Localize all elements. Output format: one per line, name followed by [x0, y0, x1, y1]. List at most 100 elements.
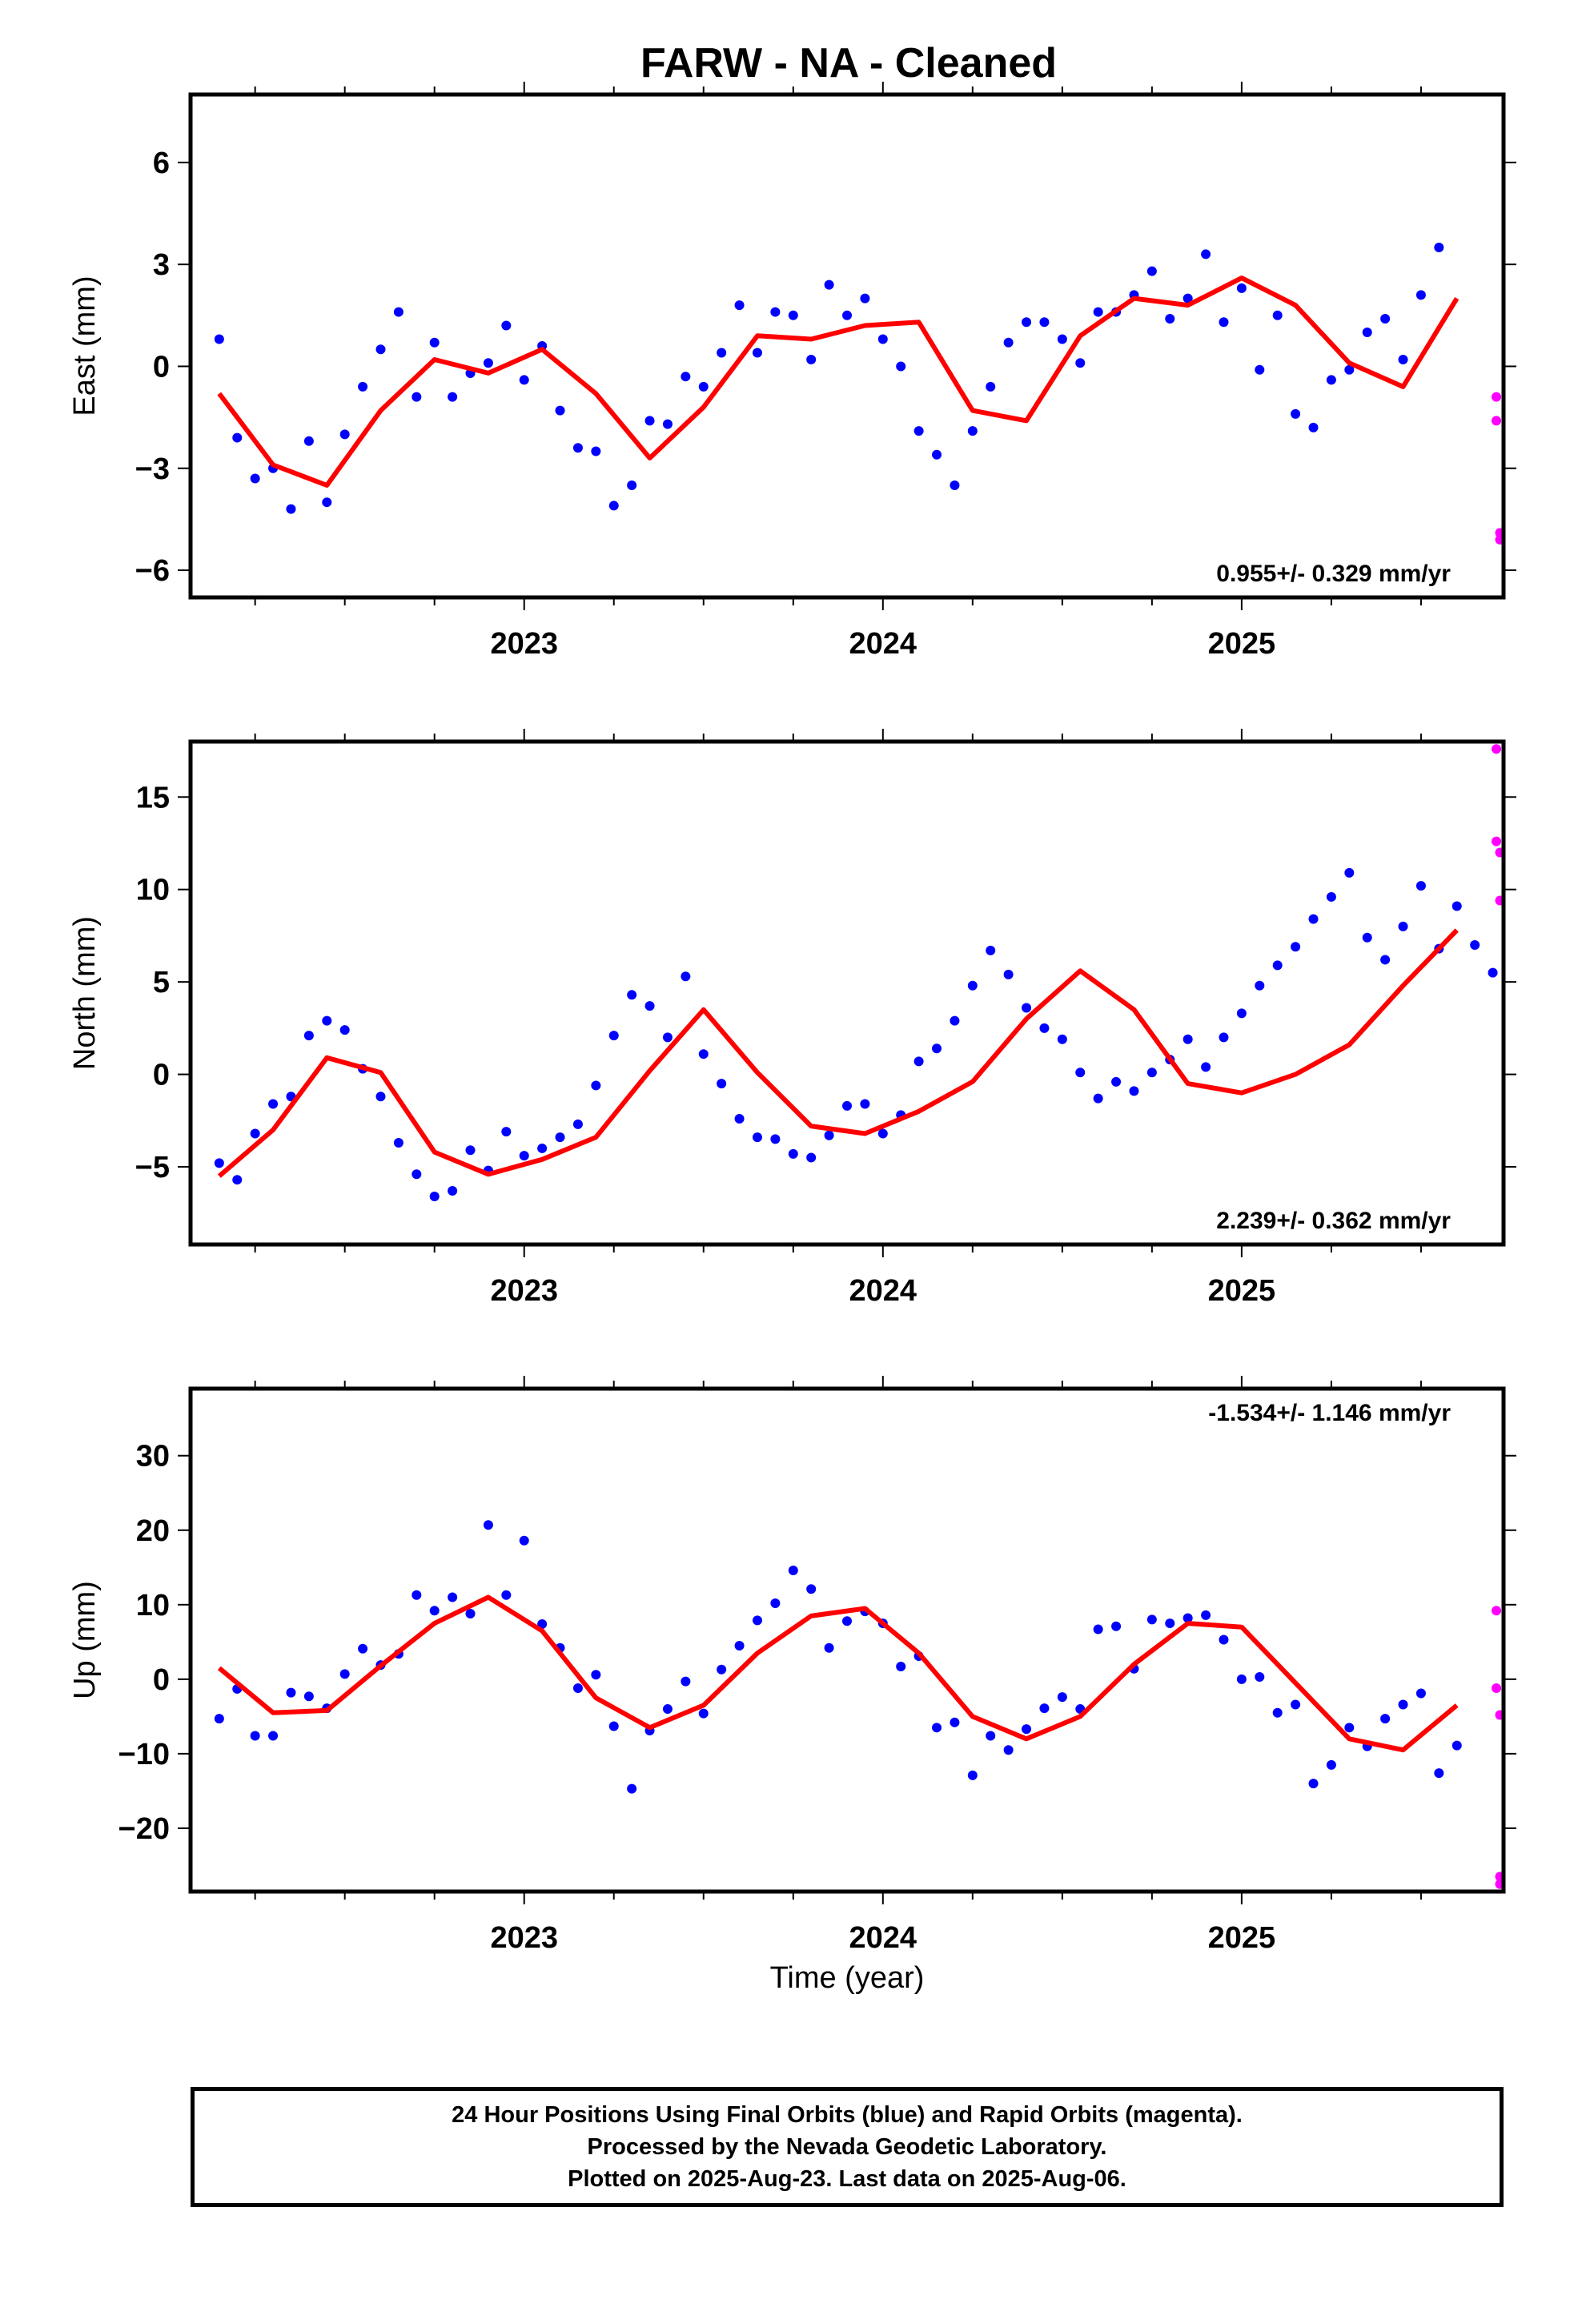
final-orbit-point: [662, 419, 673, 429]
final-orbit-point: [717, 348, 727, 358]
final-orbit-point: [214, 1714, 224, 1724]
final-orbit-point: [662, 1032, 673, 1043]
final-orbit-point: [591, 446, 601, 456]
final-orbit-point: [842, 1100, 852, 1111]
final-orbit-point: [1362, 328, 1372, 338]
final-orbit-point: [824, 1642, 834, 1653]
final-orbit-point: [519, 1151, 529, 1161]
final-orbit-point: [519, 1535, 529, 1546]
final-orbit-point: [393, 1138, 404, 1148]
y-tick-label: −6: [135, 554, 170, 588]
final-orbit-point: [250, 1731, 260, 1741]
final-orbit-point: [1488, 967, 1498, 978]
final-orbit-point: [1380, 955, 1391, 965]
final-orbit-point: [717, 1664, 727, 1675]
x-tick-label: 2024: [849, 627, 917, 661]
final-orbit-point: [232, 1175, 243, 1185]
final-orbit-point: [1057, 334, 1067, 344]
final-orbit-point: [1201, 1610, 1211, 1620]
final-orbit-point: [788, 1148, 798, 1159]
final-orbit-point: [1219, 1032, 1229, 1043]
chart-title: FARW - NA - Cleaned: [640, 40, 1057, 86]
final-orbit-point: [1344, 867, 1355, 878]
final-orbit-point: [250, 1128, 260, 1139]
final-orbit-point: [1344, 364, 1355, 375]
final-orbit-point: [375, 1092, 386, 1102]
final-orbit-point: [448, 1592, 458, 1602]
final-orbit-point: [1291, 942, 1301, 952]
final-orbit-point: [967, 426, 978, 436]
y-tick-label: −5: [135, 1151, 170, 1184]
final-orbit-point: [1201, 249, 1211, 259]
final-orbit-point: [1415, 881, 1426, 891]
final-orbit-point: [429, 337, 440, 348]
final-orbit-point: [913, 1056, 924, 1067]
rapid-orbit-point: [1492, 392, 1502, 402]
final-orbit-point: [842, 1616, 852, 1626]
x-tick-label: 2023: [490, 1274, 558, 1308]
final-orbit-point: [986, 1731, 996, 1741]
x-tick-label: 2024: [849, 1921, 917, 1955]
final-orbit-point: [1039, 1703, 1050, 1714]
final-orbit-point: [1146, 1614, 1157, 1625]
final-orbit-point: [1003, 969, 1014, 979]
final-orbit-point: [877, 334, 888, 344]
final-orbit-point: [896, 1662, 906, 1672]
final-orbit-point: [429, 1191, 440, 1201]
final-orbit-point: [1326, 891, 1336, 902]
final-orbit-point: [1255, 1672, 1265, 1683]
final-orbit-point: [950, 1717, 960, 1727]
final-orbit-point: [1022, 1724, 1032, 1735]
final-orbit-point: [501, 1590, 512, 1600]
y-tick-label: −3: [135, 452, 170, 486]
final-orbit-point: [1236, 1008, 1247, 1019]
final-orbit-point: [986, 945, 996, 955]
final-orbit-point: [860, 1099, 870, 1109]
final-orbit-point: [1165, 1618, 1175, 1629]
final-orbit-point: [591, 1080, 601, 1091]
final-orbit-point: [1308, 422, 1319, 432]
panel-east: 2023 2024 2025 −6 −3 0 3 6 East (mm) 0.955+/- 0.3…: [68, 82, 1516, 661]
final-orbit-point: [339, 429, 350, 440]
final-orbit-point: [1308, 914, 1319, 924]
velocity-annotation: 0.955+/- 0.329 mm/yr: [1216, 561, 1451, 587]
final-orbit-point: [339, 1669, 350, 1679]
final-orbit-point: [1057, 1692, 1067, 1703]
panel-up: 2023 2024 2025 −20 −10 0 10 20 30 Up (mm) -1.534+/…: [68, 1376, 1516, 1955]
final-orbit-point: [644, 1001, 655, 1011]
final-orbit-point: [591, 1670, 601, 1680]
y-tick-label: −20: [118, 1812, 170, 1846]
final-orbit-point: [429, 1606, 440, 1616]
final-orbit-point: [214, 334, 224, 344]
x-tick-label: 2023: [490, 627, 558, 661]
final-orbit-point: [1219, 1634, 1229, 1645]
final-orbit-point: [1146, 1068, 1157, 1078]
final-orbit-point: [1111, 1076, 1122, 1087]
final-orbit-point: [877, 1128, 888, 1139]
final-orbit-point: [734, 300, 745, 311]
final-orbit-point: [1434, 1768, 1444, 1779]
final-orbit-point: [1039, 317, 1050, 328]
final-orbit-point: [1201, 1062, 1211, 1072]
final-orbit-point: [1326, 375, 1336, 385]
final-orbit-point: [358, 381, 368, 392]
final-orbit-point: [375, 344, 386, 355]
model-curve: [217, 275, 1460, 488]
final-orbit-point: [572, 1119, 583, 1129]
final-orbit-point: [681, 971, 691, 982]
x-axis-label: Time (year): [770, 1961, 925, 1995]
plot-frame: [188, 92, 1506, 600]
final-orbit-point: [734, 1114, 745, 1124]
y-tick-label: 20: [136, 1514, 170, 1548]
final-orbit-point: [662, 1704, 673, 1715]
final-orbit-point: [1272, 960, 1283, 971]
final-orbit-point: [1255, 364, 1265, 375]
final-orbit-point: [286, 504, 296, 514]
final-orbit-point: [806, 1152, 817, 1163]
velocity-annotation: 2.239+/- 0.362 mm/yr: [1216, 1208, 1451, 1234]
final-orbit-point: [1075, 358, 1086, 368]
final-orbit-point: [339, 1025, 350, 1035]
y-tick-label: 30: [136, 1440, 170, 1474]
final-orbit-point: [412, 392, 422, 402]
final-orbit-point: [501, 1127, 512, 1137]
